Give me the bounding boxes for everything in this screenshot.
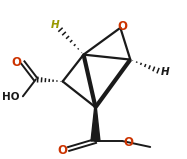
Text: H: H	[50, 20, 59, 30]
Text: HO: HO	[2, 92, 20, 102]
Text: O: O	[123, 135, 133, 149]
Text: O: O	[11, 56, 21, 69]
Polygon shape	[91, 107, 100, 141]
Text: O: O	[117, 20, 127, 33]
Text: O: O	[58, 144, 68, 157]
Text: H: H	[161, 67, 169, 77]
